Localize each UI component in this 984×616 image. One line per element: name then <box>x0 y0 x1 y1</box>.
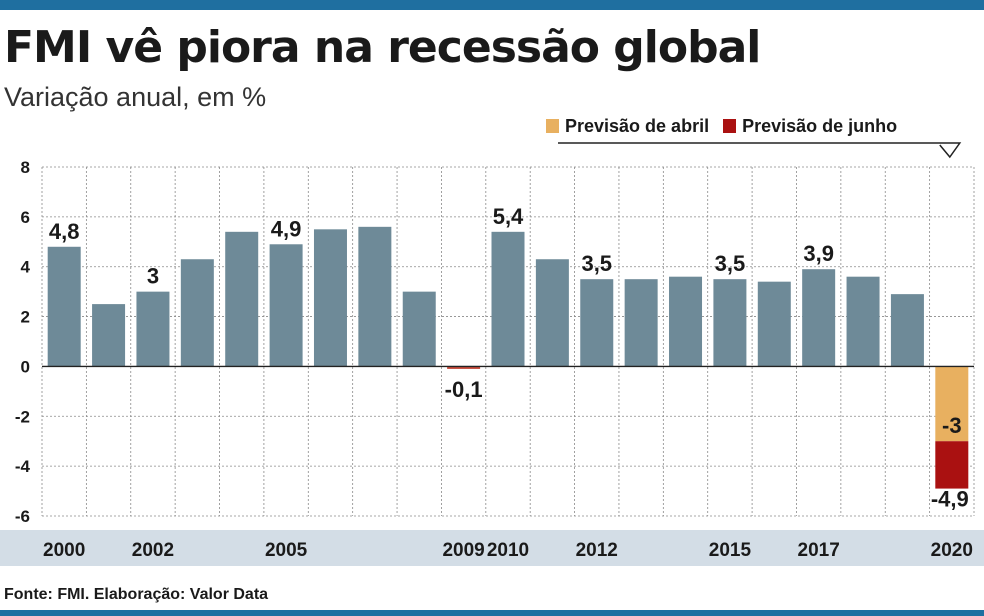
x-tick-label: 2002 <box>132 540 174 561</box>
legend: Previsão de abril Previsão de junho <box>546 114 911 138</box>
y-tick-label: -6 <box>15 507 30 526</box>
legend-item-april: Previsão de abril <box>546 116 709 137</box>
data-label: 5,4 <box>493 204 524 229</box>
x-tick-label: 2017 <box>798 540 840 561</box>
y-tick-label: 8 <box>21 158 30 177</box>
data-label: 3 <box>147 264 159 289</box>
top-accent-bar <box>0 0 984 10</box>
data-label: 3,5 <box>581 251 612 276</box>
bar <box>757 281 791 367</box>
bar <box>92 304 126 367</box>
data-label: 4,9 <box>271 216 302 241</box>
source-note: Fonte: FMI. Elaboração: Valor Data <box>4 586 269 603</box>
chart-subtitle: Variação anual, em % <box>4 82 267 112</box>
bar <box>402 291 436 367</box>
data-label: 3,5 <box>715 251 746 276</box>
legend-label-april: Previsão de abril <box>565 115 710 136</box>
x-tick-label: 2005 <box>265 540 308 561</box>
bar <box>580 279 614 367</box>
y-tick-label: 2 <box>21 308 30 327</box>
x-tick-label: 2000 <box>43 540 85 561</box>
bar <box>136 291 170 367</box>
x-axis-band <box>0 530 984 566</box>
data-label-2020-june: -4,9 <box>931 487 969 512</box>
data-label: -0,1 <box>445 377 483 402</box>
chart-title: FMI vê piora na recessão global <box>4 22 761 73</box>
bar <box>669 276 703 367</box>
legend-swatch-april <box>546 119 559 133</box>
bar <box>225 231 259 367</box>
bar <box>802 269 836 367</box>
bar <box>890 294 924 367</box>
bar-chart: 8 6 4 2 0 -2 -4 -6 4,8 3 4,9 -0,1 5,4 3,5 3,5 3,9 -3 -4,9… <box>0 142 984 566</box>
y-tick-label: 0 <box>21 357 30 376</box>
x-tick-label: 2012 <box>576 540 618 561</box>
data-label: 4,8 <box>49 219 80 244</box>
x-tick-label: 2020 <box>931 540 973 561</box>
bar <box>713 279 747 367</box>
bar <box>535 259 569 367</box>
y-tick-label: -4 <box>15 457 31 476</box>
bar <box>358 226 392 367</box>
y-tick-label: 6 <box>21 208 30 227</box>
bar <box>269 244 303 367</box>
bar-2020-june <box>935 441 969 489</box>
bar <box>491 231 525 367</box>
x-tick-label: 2015 <box>709 540 752 561</box>
legend-item-june: Previsão de junho <box>723 116 897 137</box>
data-label: 3,9 <box>803 241 834 266</box>
legend-bracket-line <box>558 142 962 159</box>
y-tick-label: -2 <box>15 407 30 426</box>
legend-label-june: Previsão de junho <box>742 115 898 136</box>
bar <box>180 259 214 367</box>
bar <box>47 246 81 367</box>
bar <box>447 366 481 369</box>
legend-swatch-june <box>723 119 737 133</box>
data-label-2020-april: -3 <box>942 413 962 438</box>
bar <box>313 229 347 367</box>
y-tick-label: 4 <box>21 258 31 277</box>
bottom-accent-bar <box>0 610 984 616</box>
x-tick-label: 2009 <box>442 540 484 561</box>
x-tick-label: 2010 <box>487 540 529 561</box>
bar-2020-april <box>935 366 969 442</box>
bar <box>624 279 658 367</box>
bar <box>846 276 880 367</box>
